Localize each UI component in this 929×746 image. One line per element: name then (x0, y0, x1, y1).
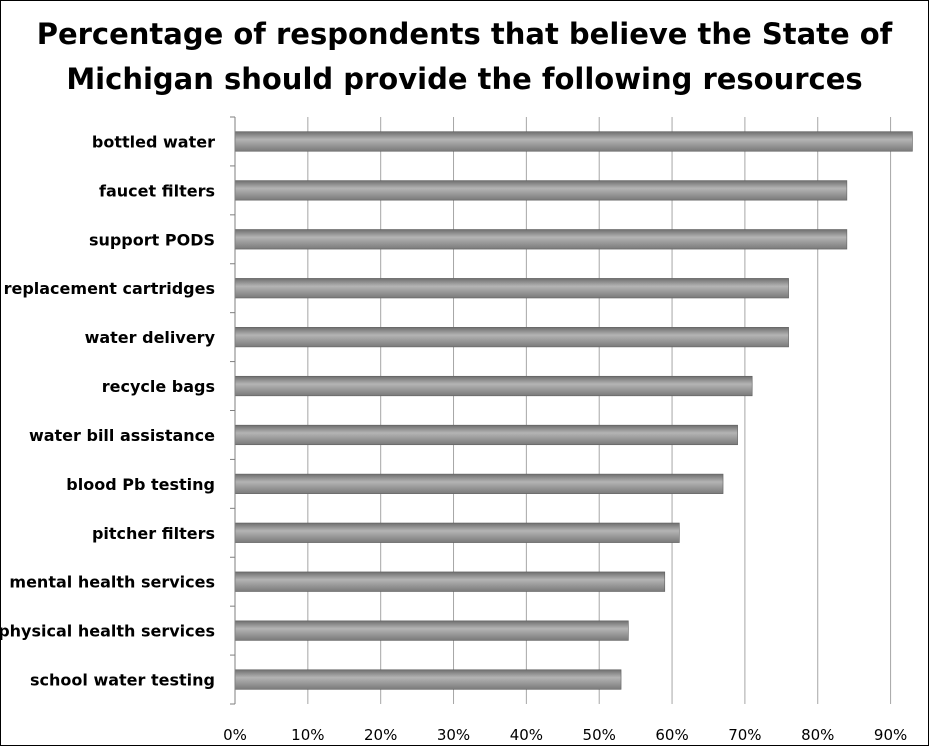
x-tick-label: 0% (223, 726, 247, 744)
category-label: water delivery (85, 328, 216, 347)
chart-title: Percentage of respondents that believe t… (36, 17, 893, 96)
category-label: blood Pb testing (66, 475, 215, 494)
bars (234, 131, 913, 690)
bar-bottled-water (234, 131, 913, 152)
bar-support-pods (234, 229, 848, 250)
bar-blood-pb-testing (234, 473, 724, 494)
bar-replacement-cartridges (234, 278, 789, 299)
x-tick-label: 50% (583, 726, 616, 744)
category-label: physical health services (0, 622, 215, 641)
gridlines (307, 117, 892, 704)
x-tick-label: 80% (801, 726, 834, 744)
category-label: replacement cartridges (4, 279, 215, 298)
x-tick-label: 30% (437, 726, 470, 744)
category-label: recycle bags (102, 377, 215, 396)
bar-recycle-bags (234, 375, 753, 397)
category-labels: bottled water faucet filters support PODS r… (0, 132, 216, 689)
category-label: mental health services (9, 573, 215, 592)
x-tick-label: 40% (510, 726, 543, 744)
bar-pitcher-filters (234, 522, 680, 543)
bar-water-delivery (234, 327, 789, 348)
category-label: pitcher filters (92, 524, 215, 543)
category-label: bottled water (92, 132, 215, 151)
category-label: water bill assistance (29, 426, 215, 445)
category-label: support PODS (89, 230, 215, 249)
tick-labels: 0% 10% 20% 30% 40% 50% 60% 70% 80% 90% (223, 726, 907, 744)
x-tick-label: 70% (728, 726, 761, 744)
bar-faucet-filters (234, 180, 848, 201)
category-label: school water testing (30, 671, 215, 690)
bar-school-water-testing (234, 669, 622, 690)
category-label: faucet filters (99, 181, 215, 200)
x-tick-label: 20% (364, 726, 397, 744)
bar-mental-health-services (234, 571, 666, 592)
x-tick-label: 10% (291, 726, 324, 744)
x-tick-label: 90% (874, 726, 907, 744)
bar-physical-health-services (234, 620, 629, 641)
bar-water-bill-assistance (234, 424, 738, 446)
x-tick-label: 60% (655, 726, 688, 744)
axes (230, 116, 236, 705)
